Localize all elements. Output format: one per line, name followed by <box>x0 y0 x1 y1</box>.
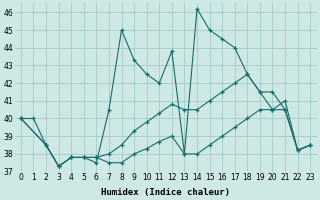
X-axis label: Humidex (Indice chaleur): Humidex (Indice chaleur) <box>101 188 230 197</box>
